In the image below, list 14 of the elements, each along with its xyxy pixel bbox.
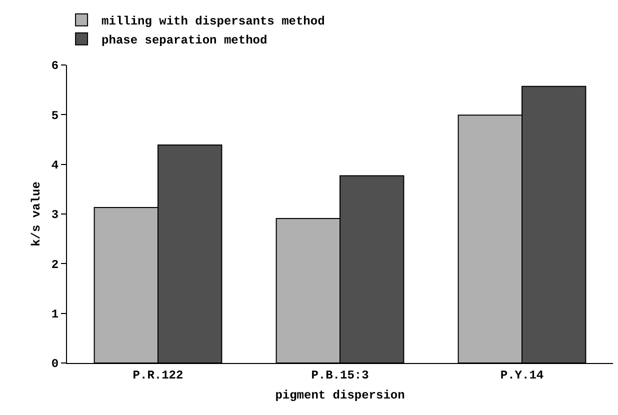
x-tick-label: P.Y.14: [500, 368, 544, 382]
y-tick-label: 5: [51, 108, 59, 123]
y-tick-label: 4: [51, 158, 59, 173]
y-tick-label: 1: [51, 308, 59, 322]
y-tick-label: 3: [51, 208, 59, 222]
x-tick-label: P.R.122: [132, 368, 184, 382]
legend-label: phase separation method: [102, 34, 268, 48]
x-tick-label: P.B.15:3: [311, 368, 369, 382]
y-tick-label: 0: [51, 357, 59, 372]
y-tick-label: 2: [51, 258, 59, 272]
x-axis-title: pigment dispersion: [275, 388, 405, 402]
legend-label: milling with dispersants method: [102, 14, 325, 29]
y-tick-label: 6: [51, 59, 59, 74]
y-axis-title: k/s value: [30, 182, 44, 246]
